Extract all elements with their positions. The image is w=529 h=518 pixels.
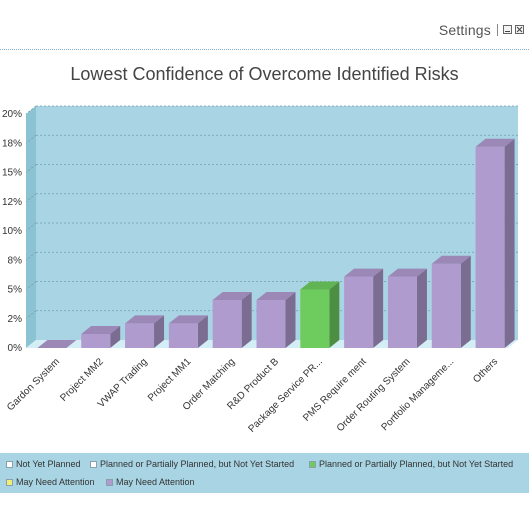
toolbar-separator (497, 24, 498, 36)
bar-side (460, 255, 471, 348)
bar (212, 300, 242, 348)
legend-swatch (6, 479, 13, 486)
bar (81, 333, 111, 348)
close-icon[interactable] (515, 25, 524, 34)
bar (431, 263, 461, 348)
bar (475, 146, 505, 348)
bar (256, 300, 286, 348)
y-tick-label: 10% (2, 226, 22, 237)
bar-top (300, 281, 340, 290)
bar (387, 276, 417, 348)
legend-label: Planned or Partially Planned, but Not Ye… (100, 459, 295, 469)
bar-top (212, 292, 252, 301)
bar-top (431, 255, 471, 264)
bar-side (329, 281, 340, 348)
bar-top (125, 315, 165, 324)
toolbar: Settings (0, 0, 529, 46)
y-tick-label: 8% (8, 255, 23, 266)
bar (168, 323, 198, 348)
legend-swatch (90, 461, 97, 468)
bar-top (475, 138, 515, 147)
legend-label: Planned or Partially Planned, but Not Ye… (319, 459, 514, 469)
settings-label[interactable]: Settings (438, 22, 491, 38)
y-tick-label: 15% (2, 168, 22, 179)
legend-swatch (6, 461, 13, 468)
bar-side (285, 292, 296, 348)
x-tick-label: Package Service PR... (246, 356, 325, 435)
bar-side (241, 292, 252, 348)
legend-swatch (106, 479, 113, 486)
y-tick-label: 12% (2, 197, 22, 208)
bar-side (504, 138, 515, 348)
y-tick-label: 2% (8, 314, 23, 325)
bar-chart: 0%2%5%8%10%12%15%18%20%Gardon SystemProj… (2, 105, 518, 435)
bar-side (197, 315, 208, 348)
bar-side (154, 315, 165, 348)
legend-label: Not Yet Planned (16, 459, 81, 469)
y-tick-label: 0% (8, 343, 23, 354)
x-tick-label: Others (471, 356, 500, 385)
bar-top (387, 268, 427, 277)
y-tick-label: 18% (2, 138, 22, 149)
x-tick-label: Order Routing System (335, 356, 413, 434)
x-tick-label: Gardon System (5, 356, 62, 413)
bar (125, 323, 155, 348)
header-divider (0, 49, 529, 50)
legend-item[interactable]: Planned or Partially Planned, but Not Ye… (309, 459, 513, 469)
bar-top (168, 315, 208, 324)
bar (300, 289, 330, 348)
legend-item[interactable]: Not Yet Planned (6, 459, 81, 469)
bar-top (81, 325, 121, 334)
x-tick-label: Project MM1 (146, 356, 194, 404)
bar-top (344, 268, 384, 277)
x-tick-label: Project MM2 (58, 356, 106, 404)
chart-title: Lowest Confidence of Overcome Identified… (70, 64, 459, 84)
x-tick-label: Portfolio Manageme... (379, 356, 456, 433)
legend: Not Yet Planned Planned or Partially Pla… (0, 453, 529, 493)
bar (344, 276, 374, 348)
legend-item[interactable]: May Need Attention (106, 477, 195, 487)
legend-item[interactable]: Planned or Partially Planned, but Not Ye… (90, 459, 294, 469)
legend-label: May Need Attention (116, 477, 195, 487)
legend-item[interactable]: May Need Attention (6, 477, 95, 487)
bar-side (373, 268, 384, 348)
bar-side (416, 268, 427, 348)
bar-top (37, 340, 77, 348)
bar-side (110, 325, 121, 348)
y-tick-label: 5% (8, 285, 23, 296)
y-tick-label: 20% (2, 109, 22, 120)
legend-label: May Need Attention (16, 477, 95, 487)
bar-top (256, 292, 296, 301)
legend-swatch (309, 461, 316, 468)
minimize-icon[interactable] (503, 25, 512, 34)
